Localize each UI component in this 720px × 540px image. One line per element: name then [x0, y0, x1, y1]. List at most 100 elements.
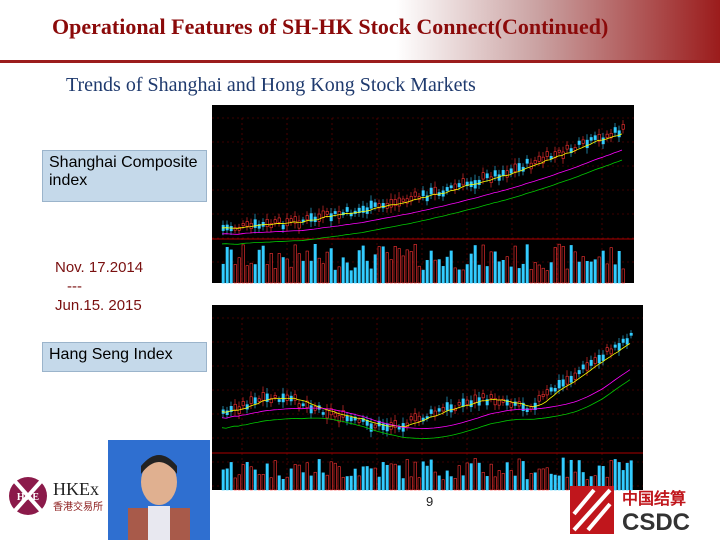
chart-decoration — [509, 266, 513, 284]
chart-decoration — [549, 387, 553, 392]
chart-decoration — [305, 462, 309, 491]
chart-decoration — [285, 394, 289, 401]
chart-decoration — [617, 250, 621, 284]
chart-decoration — [241, 244, 245, 284]
chart-decoration — [229, 406, 233, 412]
chart-decoration — [301, 260, 305, 284]
chart-decoration — [393, 199, 397, 206]
chart-decoration — [529, 268, 533, 284]
chart-decoration — [345, 262, 349, 284]
chart-decoration — [309, 475, 313, 491]
chart-decoration — [221, 343, 631, 428]
chart-decoration — [297, 464, 301, 491]
chart-decoration — [385, 464, 389, 491]
chart-decoration — [357, 419, 361, 423]
chart-decoration — [369, 200, 373, 209]
header: Operational Features of SH-HK Stock Conn… — [0, 0, 720, 60]
chart-decoration — [321, 263, 325, 284]
chart-decoration — [493, 398, 497, 406]
period-end: Jun.15. 2015 — [55, 297, 142, 314]
chart-decoration — [305, 400, 309, 408]
chart-decoration — [321, 472, 325, 491]
chart-decoration — [473, 394, 477, 403]
chart-decoration — [377, 246, 381, 284]
chart-decoration — [293, 394, 297, 401]
chart-decoration — [221, 133, 623, 229]
chart-decoration — [613, 344, 617, 348]
chart-decoration — [273, 460, 277, 491]
chart-decoration — [381, 423, 385, 431]
chart-decoration — [545, 389, 549, 396]
chart-decoration — [425, 260, 429, 284]
chart-decoration — [525, 158, 529, 164]
chart-decoration — [269, 398, 273, 404]
chart-decoration — [565, 476, 569, 491]
chart-decoration — [337, 415, 341, 423]
chart-decoration — [401, 478, 405, 491]
chart-decoration — [265, 219, 269, 227]
hs-label: Hang Seng Index — [42, 342, 207, 372]
chart-decoration — [485, 173, 489, 179]
chart-decoration — [565, 375, 569, 385]
chart-decoration — [513, 401, 517, 406]
chart-decoration — [581, 139, 585, 144]
chart-decoration — [357, 475, 361, 491]
chart-decoration — [437, 259, 441, 284]
chart-decoration — [329, 461, 333, 491]
chart-decoration — [557, 475, 561, 491]
chart-decoration — [349, 417, 353, 422]
chart-decoration — [597, 354, 601, 364]
subtitle: Trends of Shanghai and Hong Kong Stock M… — [66, 74, 476, 96]
chart-decoration — [305, 250, 309, 284]
chart-decoration — [233, 477, 237, 491]
chart-decoration — [405, 249, 409, 284]
chart-decoration — [617, 130, 621, 138]
chart-decoration — [269, 223, 273, 229]
chart-decoration — [605, 133, 609, 138]
chart-decoration — [465, 264, 469, 284]
chart-decoration — [441, 266, 445, 284]
chart-decoration — [517, 268, 521, 284]
chart-decoration — [457, 269, 461, 284]
chart-decoration — [421, 269, 425, 284]
chart-decoration — [281, 224, 285, 230]
chart-decoration — [497, 399, 501, 406]
period: Nov. 17.2014 --- Jun.15. 2015 — [55, 258, 143, 315]
chart-decoration — [233, 227, 237, 231]
chart-decoration — [221, 159, 623, 245]
chart-decoration — [353, 468, 357, 491]
chart-decoration — [245, 462, 249, 491]
chart-decoration — [241, 401, 245, 407]
chart-decoration — [529, 473, 533, 491]
chart-decoration — [505, 256, 509, 284]
chart-decoration — [341, 410, 345, 418]
chart-decoration — [353, 416, 357, 421]
csdc-text: CSDC — [622, 509, 690, 536]
chart-decoration — [269, 477, 273, 491]
chart-decoration — [441, 479, 445, 491]
chart-decoration — [497, 470, 501, 491]
chart-decoration — [425, 465, 429, 491]
chart-decoration — [393, 246, 397, 284]
chart-decoration — [265, 264, 269, 284]
chart-decoration — [413, 191, 417, 197]
chart-decoration — [237, 474, 241, 491]
chart-decoration — [521, 461, 525, 491]
chart-decoration — [613, 459, 617, 491]
chart-decoration — [421, 461, 425, 491]
chart-decoration — [409, 416, 413, 421]
chart-decoration — [257, 249, 261, 284]
chart-decoration — [393, 420, 397, 429]
chart-decoration — [221, 469, 225, 491]
chart-decoration — [593, 357, 597, 364]
chart-decoration — [465, 399, 469, 405]
chart-decoration — [541, 156, 545, 164]
chart-decoration — [285, 258, 289, 284]
chart-decoration — [469, 400, 473, 408]
chart-decoration — [389, 463, 393, 491]
page-number: 9 — [426, 494, 434, 509]
chart-decoration — [429, 187, 433, 195]
chart-decoration — [253, 219, 257, 228]
chart-decoration — [601, 354, 605, 361]
chart-decoration — [337, 466, 341, 491]
